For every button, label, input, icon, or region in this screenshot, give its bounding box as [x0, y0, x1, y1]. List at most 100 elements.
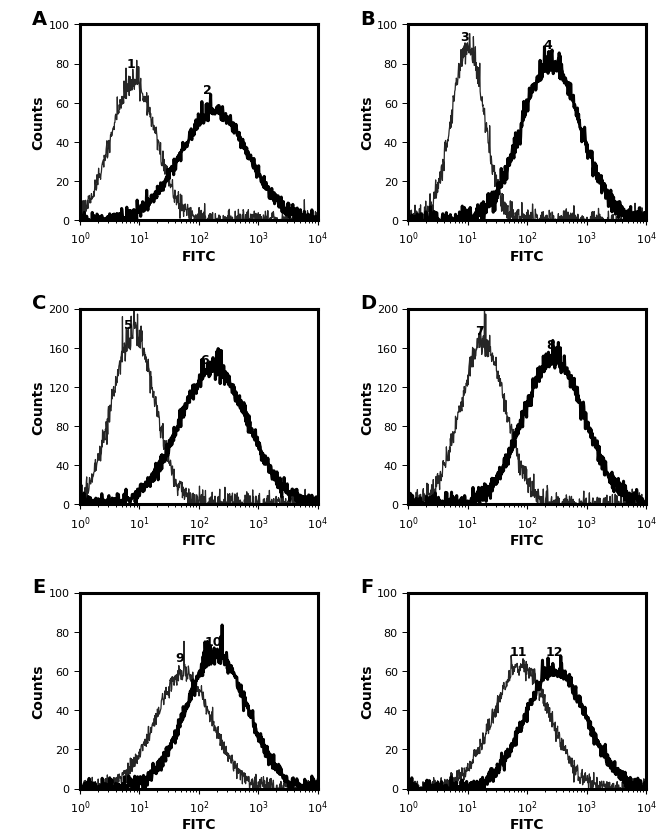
Point	[410, 440, 420, 454]
Point	[117, 407, 127, 420]
Point	[441, 495, 452, 508]
Point	[312, 191, 323, 205]
Point	[192, 688, 203, 701]
Point	[494, 144, 504, 158]
Point	[561, 696, 571, 709]
Point	[429, 64, 440, 77]
Point	[216, 773, 227, 786]
Point	[240, 303, 251, 316]
Point	[305, 46, 316, 60]
Point	[120, 682, 131, 696]
Point	[488, 699, 498, 712]
Point	[310, 690, 321, 704]
Point	[527, 589, 537, 602]
Point	[284, 366, 295, 379]
Point	[271, 68, 282, 81]
Point	[299, 337, 310, 351]
Point	[143, 65, 153, 79]
Point	[99, 704, 109, 717]
Point	[561, 359, 571, 373]
Point	[243, 631, 254, 644]
Point	[227, 318, 238, 331]
Point	[98, 717, 109, 731]
Point	[571, 475, 581, 488]
Point	[220, 722, 231, 735]
Point	[466, 40, 476, 54]
Point	[155, 612, 166, 625]
Point	[545, 472, 555, 486]
Point	[575, 760, 585, 774]
Point	[235, 416, 246, 430]
Point	[194, 607, 205, 621]
Point	[119, 304, 130, 317]
Point	[529, 110, 539, 123]
Point	[575, 357, 586, 371]
Point	[96, 69, 107, 82]
Point	[417, 442, 428, 456]
Point	[425, 651, 436, 664]
Point	[159, 153, 170, 166]
Point	[142, 461, 153, 475]
Point	[171, 388, 182, 401]
Point	[599, 381, 610, 394]
Point	[137, 702, 147, 716]
Point	[289, 775, 300, 789]
Point	[633, 194, 644, 207]
Point	[478, 470, 489, 483]
Point	[629, 776, 639, 789]
Point	[156, 675, 166, 688]
Point	[624, 413, 635, 426]
Point	[448, 364, 458, 378]
Point	[100, 610, 111, 623]
Point	[202, 490, 213, 503]
Point	[191, 22, 202, 35]
Point	[476, 395, 487, 409]
Point	[507, 480, 517, 493]
Point	[510, 434, 521, 447]
Point	[210, 648, 220, 661]
Point	[130, 604, 141, 618]
Point	[164, 600, 174, 613]
Point	[610, 769, 621, 782]
Point	[630, 319, 641, 332]
Point	[420, 420, 430, 433]
Point	[434, 597, 445, 611]
Point	[79, 687, 90, 701]
Point	[100, 134, 111, 148]
Point	[289, 423, 300, 436]
Point	[274, 143, 285, 157]
Point	[521, 607, 531, 620]
Point	[448, 56, 459, 70]
Point	[615, 377, 625, 390]
Point	[165, 488, 175, 502]
Point	[470, 118, 480, 132]
Point	[596, 116, 607, 129]
Point	[275, 772, 286, 785]
Point	[551, 343, 561, 357]
Point	[554, 677, 565, 690]
Point	[310, 406, 321, 420]
Point	[581, 50, 591, 63]
Point	[151, 81, 161, 95]
Point	[560, 383, 571, 397]
Point	[444, 441, 455, 455]
Point	[109, 691, 120, 705]
Point	[509, 430, 519, 443]
Point	[133, 675, 144, 688]
Point	[202, 475, 213, 488]
Point	[545, 671, 556, 685]
Point	[129, 75, 140, 88]
Point	[404, 466, 415, 479]
Point	[553, 367, 563, 380]
Point	[127, 759, 138, 773]
Point	[608, 716, 619, 729]
Point	[585, 86, 595, 100]
Point	[284, 408, 294, 421]
Point	[109, 320, 120, 333]
Point	[274, 385, 285, 399]
Point	[76, 204, 87, 217]
Point	[430, 427, 440, 440]
Point	[537, 54, 548, 67]
Point	[449, 442, 460, 456]
Point	[220, 711, 231, 724]
